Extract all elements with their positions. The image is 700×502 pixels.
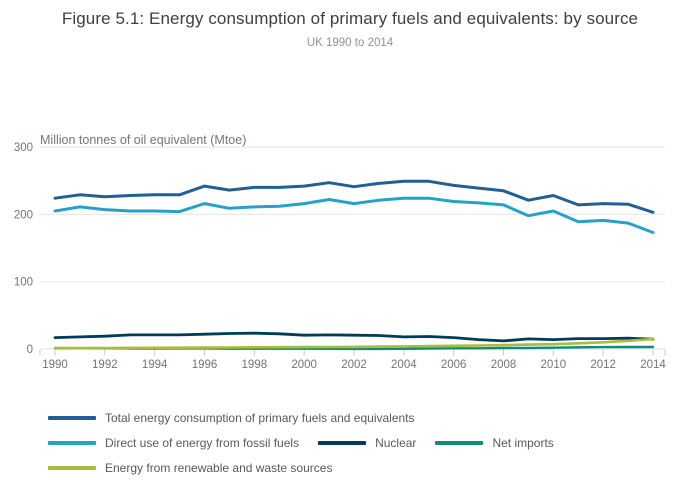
legend-row: Direct use of energy from fossil fuels Nu…: [48, 435, 700, 450]
y-tick-label-200: 200: [14, 209, 33, 221]
chart-title: Figure 5.1: Energy consumption of primar…: [61, 9, 639, 28]
legend-label: Net imports: [492, 435, 554, 450]
y-tick-label-0: 0: [27, 344, 33, 356]
x-tick-label-1996: 1996: [192, 359, 218, 371]
x-tick-label-2014: 2014: [640, 359, 666, 371]
y-axis-title: Million tonnes of oil equivalent (Mtoe): [40, 133, 246, 147]
y-tick-label-100: 100: [14, 277, 33, 289]
series-line-0: [53, 179, 655, 214]
legend-label: Direct use of energy from fossil fuels: [105, 435, 300, 450]
legend-label: Total energy consumption of primary fuel…: [105, 410, 415, 425]
x-tick-label-1990: 1990: [42, 359, 68, 371]
x-tick-label-1994: 1994: [142, 359, 168, 371]
legend: Total energy consumption of primary fuel…: [48, 410, 700, 475]
legend-row: Total energy consumption of primary fuel…: [48, 410, 700, 425]
series-line-4: [53, 337, 655, 350]
legend-label: Nuclear: [375, 435, 417, 450]
legend-swatch-icon: [48, 440, 96, 445]
x-tick-label-2012: 2012: [590, 359, 616, 371]
legend-swatch-icon: [318, 440, 367, 445]
legend-item-2[interactable]: Nuclear: [318, 436, 416, 450]
x-tick-label-2010: 2010: [541, 359, 567, 371]
x-tick-label-2008: 2008: [491, 359, 517, 371]
legend-item-3[interactable]: Net imports: [435, 435, 554, 450]
x-tick-label-2000: 2000: [291, 359, 317, 371]
x-tick-label-1998: 1998: [242, 359, 268, 371]
legend-row: Energy from renewable and waste sources: [48, 460, 700, 475]
chart-subtitle: UK 1990 to 2014: [306, 37, 394, 49]
x-tick-label-1992: 1992: [92, 359, 118, 371]
legend-label: Energy from renewable and waste sources: [105, 460, 333, 475]
series-line-2: [53, 331, 655, 343]
x-tick-label-2002: 2002: [341, 359, 367, 371]
legend-swatch-icon: [435, 440, 484, 445]
y-tick-label-300: 300: [14, 142, 33, 154]
line-chart: 0 100 200 300 Million tonnes of oil equivale…: [14, 133, 667, 371]
legend-item-0[interactable]: Total energy consumption of primary fuel…: [48, 411, 415, 425]
legend-swatch-icon: [48, 465, 96, 470]
legend-swatch-icon: [48, 415, 96, 420]
x-tick-label-2004: 2004: [391, 359, 417, 371]
x-tick-label-2006: 2006: [441, 359, 467, 371]
legend-item-1[interactable]: Direct use of energy from fossil fuels: [48, 436, 299, 450]
legend-item-4[interactable]: Energy from renewable and waste sources: [48, 461, 332, 475]
series-line-1: [53, 196, 655, 234]
